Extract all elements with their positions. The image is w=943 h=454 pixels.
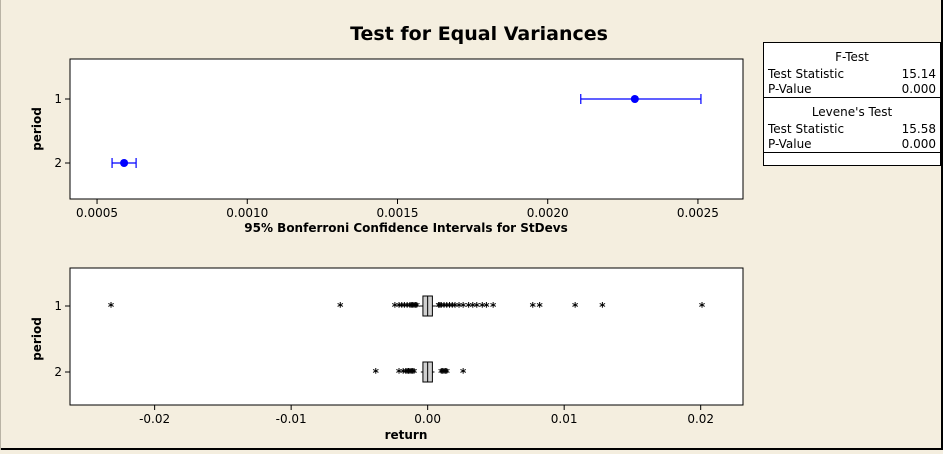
f-test-p-row: P-Value 0.000 [764,82,940,98]
ci-layer: 1 2 0.0005 0.0010 0.0015 0.0020 0.0025 [54,92,719,220]
box-outlier: * [441,300,448,314]
box-outlier: * [490,300,497,314]
box-ylabel: period [30,317,44,361]
levene-heading: Levene's Test [811,105,893,119]
box-outlier: * [470,300,477,314]
box-x-tick-label: 0.00 [414,412,441,426]
f-test-heading: F-Test [835,50,869,64]
box-outlier: * [452,300,459,314]
frame-left-edge [0,0,1,450]
box-outlier: * [465,300,472,314]
ci-x-tick-label: 0.0025 [677,206,719,220]
box-outlier: * [435,300,442,314]
box-outlier: * [479,300,486,314]
box-outlier: * [401,300,408,314]
box-plot-area [69,267,744,406]
box-outlier: * [403,366,410,380]
ci-y-tick-label: 1 [54,92,62,106]
frame-right-edge [941,0,943,450]
f-test-statistic-label: Test Statistic [768,67,845,81]
box-outlier: * [373,366,380,380]
box-outlier: * [438,300,445,314]
f-test-p-value: 0.000 [901,82,936,96]
ci-plot-area [69,58,744,200]
box-outlier: * [414,300,421,314]
ci-x-tick-label: 0.0015 [376,206,418,220]
frame-bottom-edge [0,448,943,450]
box-layer: 12-0.02 -0.01 0.00 0.01 0.02* * *********** ***… [54,295,714,426]
box-outlier: * [438,366,445,380]
box-outlier: * [699,300,706,314]
box-xlabel: return [385,428,428,442]
box-outlier: * [449,300,456,314]
box-outlier: * [404,366,411,380]
chart-title: Test for Equal Variances [350,23,608,45]
box-x-tick-label: -0.01 [276,412,307,426]
ci-xlabel: 95% Bonferroni Confidence Intervals for … [244,221,567,235]
box-outlier: * [442,366,449,380]
box-y-tick-label: 2 [54,365,62,379]
box-outlier: * [536,300,543,314]
box-outlier: * [572,300,579,314]
ci-ylabel: period [30,107,44,151]
box-x-tick-label: 0.02 [687,412,714,426]
box-outlier: * [474,300,481,314]
box-outlier: * [530,300,537,314]
box-outlier: * [410,300,417,314]
box-outlier: * [400,366,407,380]
box-outlier: * [599,300,606,314]
box-outlier: * [411,300,418,314]
f-test-statistic-value: 15.14 [901,67,936,81]
ci-y-tick-label: 2 [54,156,62,170]
box-outlier: * [396,366,403,380]
box-outlier: * [444,300,451,314]
box-outlier: * [408,366,415,380]
box-outlier: * [407,366,414,380]
ci-x-tick-label: 0.0005 [76,206,118,220]
box-outlier: * [337,300,344,314]
box-outlier: * [446,300,453,314]
box-outlier: * [456,300,463,314]
box-x-tick-label: 0.01 [551,412,578,426]
box-outlier: * [440,366,447,380]
box-outlier: * [407,300,414,314]
box-outlier: * [483,300,490,314]
box-outlier: * [441,366,448,380]
box-x-tick-label: -0.02 [139,412,170,426]
ci-x-tick-label: 0.0010 [226,206,268,220]
box-outlier: * [444,366,451,380]
box-outlier: * [410,366,417,380]
box-outlier: * [412,300,419,314]
box-outlier: * [408,300,415,314]
box-outlier: * [404,300,411,314]
box-outlier: * [405,366,412,380]
box-outlier: * [437,300,444,314]
ci-x-tick-label: 0.0020 [527,206,569,220]
ci-point-estimate [630,95,639,103]
box-outlier: * [460,366,467,380]
box-outlier: * [460,300,467,314]
f-test-p-label: P-Value [768,82,812,96]
box-outlier: * [108,300,115,314]
levene-p-label: P-Value [768,137,812,151]
f-test-statistic-row: Test Statistic 15.14 [764,67,940,82]
levene-statistic-value: 15.58 [901,122,936,136]
box-outlier: * [396,300,403,314]
box-outlier: * [399,300,406,314]
levene-statistic-label: Test Statistic [768,122,845,136]
stats-box: F-Test Test Statistic 15.14 P-Value 0.00… [763,42,941,166]
ci-point-estimate [120,159,129,167]
box-y-tick-label: 1 [54,299,62,313]
levene-statistic-row: Test Statistic 15.58 [764,122,940,137]
levene-p-row: P-Value 0.000 [764,137,940,153]
box-outlier: * [411,366,418,380]
levene-p-value: 0.000 [901,137,936,151]
box-outlier: * [392,300,399,314]
